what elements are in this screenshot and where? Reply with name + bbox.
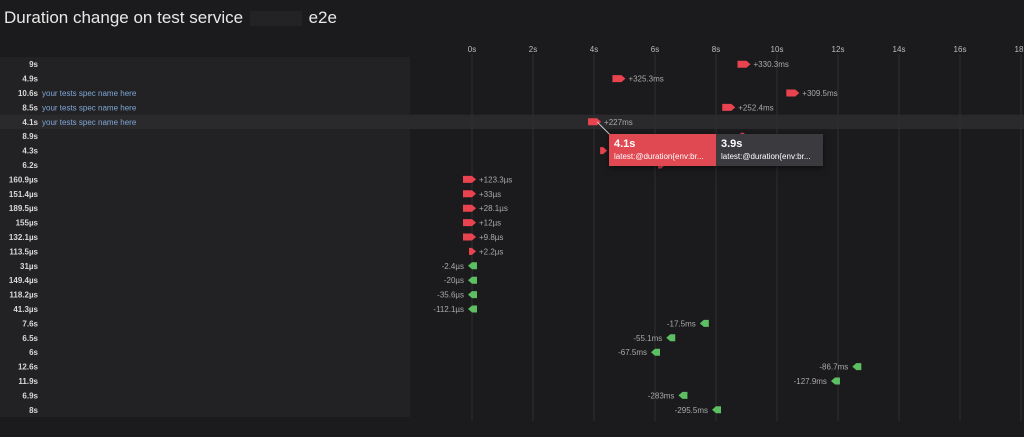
decrease-marker[interactable] [651, 348, 660, 356]
change-label: -283ms [648, 391, 675, 400]
change-label: +330.3ms [754, 60, 789, 69]
hovered-row-highlight [0, 114, 1024, 129]
row-duration-label: 8.5s [22, 103, 38, 112]
row-duration-label: 6.5s [22, 334, 38, 343]
row-duration-label: 155µs [16, 219, 39, 228]
decrease-marker[interactable] [852, 363, 862, 371]
x-tick-label: 16s [954, 45, 967, 54]
x-tick-label: 10s [771, 45, 784, 54]
tooltip-latest-query: latest:@duration{env:br... [614, 152, 704, 161]
row-duration-label: 41.3µs [13, 305, 38, 314]
row-duration-label: 4.1s [22, 118, 38, 127]
row-duration-label: 118.2µs [9, 291, 38, 300]
decrease-marker[interactable] [468, 305, 478, 313]
tooltip-previous-cell: 3.9s latest:@duration{env:br... [716, 134, 823, 166]
change-label: -295.5ms [675, 406, 708, 415]
decrease-marker[interactable] [468, 262, 478, 270]
row-duration-label: 7.6s [22, 319, 38, 328]
change-label: +123.3µs [479, 175, 512, 184]
title-suffix: e2e [308, 8, 337, 27]
row-spec-name[interactable]: your tests spec name here [42, 103, 137, 112]
x-tick-label: 6s [651, 45, 659, 54]
row-duration-label: 6.9s [22, 391, 38, 400]
hover-tooltip: 4.1s latest:@duration{env:br... 3.9s lat… [609, 134, 823, 166]
row-duration-label: 151.4µs [9, 190, 39, 199]
change-label: +2.2µs [479, 247, 503, 256]
change-label: -86.7ms [819, 363, 848, 372]
x-tick-label: 0s [468, 45, 476, 54]
decrease-marker[interactable] [830, 377, 840, 385]
change-label: +252.4ms [738, 103, 773, 112]
row-duration-label: 160.9µs [9, 175, 39, 184]
increase-marker[interactable] [469, 247, 477, 255]
increase-marker[interactable] [722, 103, 736, 111]
row-duration-label: 189.5µs [9, 204, 39, 213]
increase-marker[interactable] [588, 118, 602, 126]
x-tick-label: 8s [712, 45, 720, 54]
redacted-service-name [249, 11, 302, 27]
row-duration-label: 9s [29, 60, 38, 69]
increase-marker[interactable] [737, 60, 751, 68]
decrease-marker[interactable] [468, 276, 478, 284]
increase-marker[interactable] [463, 233, 477, 241]
page-title: Duration change on test service e2e [4, 8, 337, 28]
row-duration-label: 6s [29, 348, 38, 357]
change-label: +28.1µs [479, 204, 508, 213]
change-label: +9.8µs [479, 233, 503, 242]
change-label: +325.3ms [628, 75, 663, 84]
increase-marker[interactable] [463, 175, 477, 183]
x-tick-label: 2s [529, 45, 537, 54]
row-duration-label: 4.3s [22, 147, 38, 156]
change-label: +12µs [479, 219, 501, 228]
increase-marker[interactable] [600, 147, 608, 155]
change-label: +227ms [604, 118, 633, 127]
row-duration-label: 8.9s [22, 132, 38, 141]
tooltip-pointer [596, 121, 612, 137]
change-label: -112.1µs [433, 305, 464, 314]
x-tick-label: 18s [1015, 45, 1024, 54]
row-duration-label: 10.6s [18, 89, 39, 98]
x-tick-label: 12s [832, 45, 845, 54]
change-label: -55.1ms [633, 334, 662, 343]
decrease-marker[interactable] [712, 406, 721, 414]
tooltip-latest-cell: 4.1s latest:@duration{env:br... [609, 134, 716, 166]
decrease-marker[interactable] [468, 291, 478, 299]
change-label: -20µs [444, 276, 464, 285]
change-label: -35.6µs [437, 291, 464, 300]
increase-marker[interactable] [463, 204, 477, 212]
increase-marker[interactable] [786, 89, 800, 97]
change-label: -67.5ms [618, 348, 647, 357]
x-tick-label: 14s [893, 45, 906, 54]
x-tick-label: 4s [590, 45, 598, 54]
tooltip-previous-query: latest:@duration{env:br... [721, 152, 811, 161]
tooltip-latest-value: 4.1s [614, 138, 636, 150]
decrease-marker[interactable] [666, 334, 676, 342]
title-prefix: Duration change on test service [4, 8, 244, 27]
change-label: +309.5ms [802, 89, 837, 98]
row-duration-label: 113.5µs [9, 247, 38, 256]
row-duration-label: 11.9s [18, 377, 38, 386]
decrease-marker[interactable] [678, 391, 688, 399]
change-label: -17.5ms [667, 319, 696, 328]
row-duration-label: 6.2s [22, 161, 38, 170]
decrease-marker[interactable] [699, 319, 709, 327]
row-duration-label: 8s [29, 406, 38, 415]
row-spec-name[interactable]: your tests spec name here [42, 118, 137, 127]
row-spec-name[interactable]: your tests spec name here [42, 89, 137, 98]
increase-marker[interactable] [463, 190, 477, 198]
row-duration-label: 4.9s [22, 75, 38, 84]
change-label: +33µs [479, 190, 501, 199]
row-duration-label: 12.6s [18, 363, 39, 372]
tooltip-previous-value: 3.9s [721, 138, 743, 150]
row-duration-label: 149.4µs [9, 276, 39, 285]
row-duration-label: 31µs [20, 262, 39, 271]
row-duration-label: 132.1µs [9, 233, 39, 242]
change-label: -2.4µs [442, 262, 464, 271]
change-label: -127.9ms [794, 377, 827, 386]
increase-marker[interactable] [463, 219, 477, 227]
increase-marker[interactable] [612, 75, 626, 83]
